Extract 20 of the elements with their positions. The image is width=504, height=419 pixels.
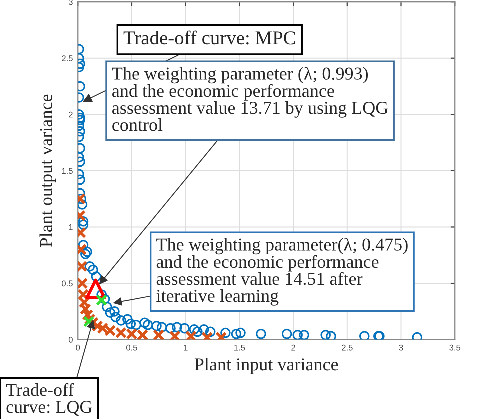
x-tick-label: 2	[292, 344, 296, 351]
x-tick-label: 0.5	[126, 344, 138, 351]
annotation: Trade-off curve: LQG	[6, 383, 92, 416]
y-tick-label: 1.5	[62, 168, 73, 174]
x-tick-label: 1.5	[234, 344, 246, 351]
annotation: Trade-off curve: MPC	[124, 30, 296, 45]
x-tick-label: 3.5	[450, 344, 461, 351]
x-tick-label: 3	[399, 344, 404, 351]
y-axis-title: Plant output variance	[40, 94, 56, 248]
x-axis-title: Plant input variance	[194, 358, 338, 374]
x-tick-label: 2.5	[342, 344, 353, 351]
y-tick-label: 1	[69, 224, 73, 230]
y-tick-label: 0.5	[62, 280, 73, 287]
annotation: The weighting parameter (λ; 0.993) and the economic performance assessment value 13.71 by using LQG control	[112, 67, 388, 132]
annotation: The weighting parameter(λ; 0.475) and the economic performance assessment value 14.51 after iterative learning	[156, 238, 408, 306]
x-tick-label: 0	[76, 344, 80, 351]
x-tick-label: 1	[184, 344, 188, 351]
y-tick-label: 2	[69, 112, 73, 118]
y-tick-label: 2.5	[62, 56, 73, 62]
y-tick-label: 0	[68, 337, 73, 343]
